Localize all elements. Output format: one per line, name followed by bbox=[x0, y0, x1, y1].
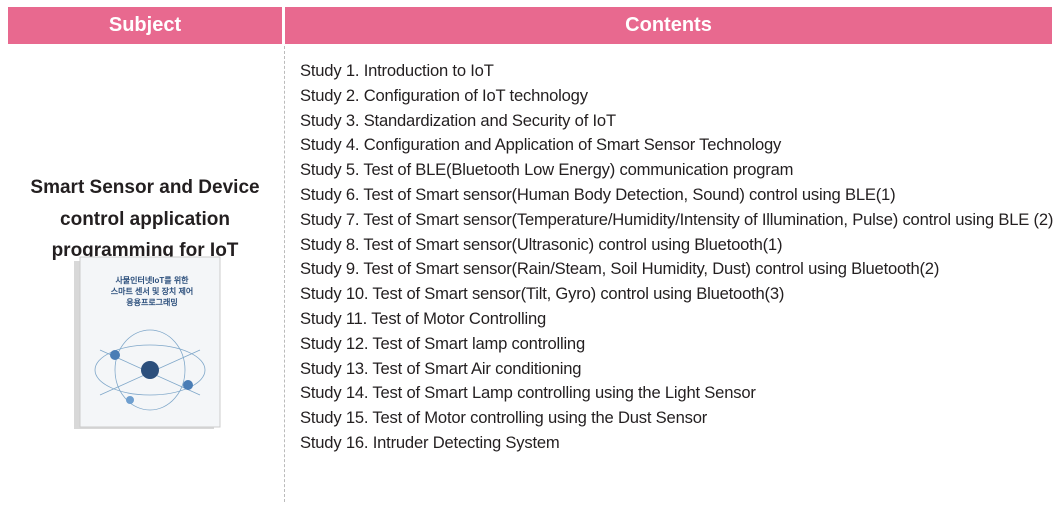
book-cover-text: 스마트 센서 및 장치 제어 bbox=[111, 286, 194, 296]
study-item: Study 14. Test of Smart Lamp controlling… bbox=[300, 383, 756, 403]
study-item: Study 10. Test of Smart sensor(Tilt, Gyr… bbox=[300, 284, 785, 304]
study-item: Study 8. Test of Smart sensor(Ultrasonic… bbox=[300, 234, 783, 254]
study-item: Study 13. Test of Smart Air conditioning bbox=[300, 358, 582, 378]
study-item: Study 5. Test of BLE(Bluetooth Low Energ… bbox=[300, 160, 794, 180]
book-cover-text: 사물인터넷IoT를 위한 bbox=[115, 275, 189, 285]
network-node bbox=[141, 361, 159, 379]
subject-header: Subject bbox=[8, 7, 282, 44]
study-item: Study 12. Test of Smart lamp controlling bbox=[300, 333, 585, 353]
study-item: Study 1. Introduction to IoT bbox=[300, 61, 494, 80]
study-item: Study 9. Test of Smart sensor(Rain/Steam… bbox=[300, 259, 940, 279]
book-cover bbox=[79, 256, 221, 428]
study-item: Study 2. Configuration of IoT technology bbox=[300, 85, 588, 105]
network-node bbox=[183, 380, 193, 390]
study-item: Study 3. Standardization and Security of… bbox=[300, 110, 616, 130]
study-item: Study 4. Configuration and Application o… bbox=[300, 135, 782, 155]
study-item: Study 6. Test of Smart sensor(Human Body… bbox=[300, 184, 896, 204]
study-item: Study 7. Test of Smart sensor(Temperatur… bbox=[300, 209, 1054, 229]
subject-title: Smart Sensor and Device control applicati… bbox=[8, 172, 282, 267]
subject-title-line: control application bbox=[60, 208, 230, 230]
study-item: Study 15. Test of Motor controlling usin… bbox=[300, 408, 708, 428]
subject-title-line: programming for IoT bbox=[51, 240, 239, 261]
column-divider bbox=[284, 46, 285, 502]
network-node bbox=[126, 396, 134, 404]
network-node bbox=[110, 350, 120, 360]
contents-list: Study 1. Introduction to IoT Study 2. Con… bbox=[300, 59, 1055, 456]
subject-title-line: Smart Sensor and Device bbox=[30, 177, 260, 198]
book-cover-text: 응용프로그래밍 bbox=[126, 297, 178, 307]
contents-header: Contents bbox=[285, 7, 1052, 44]
study-item: Study 16. Intruder Detecting System bbox=[300, 432, 560, 452]
study-item: Study 11. Test of Motor Controlling bbox=[300, 308, 547, 328]
